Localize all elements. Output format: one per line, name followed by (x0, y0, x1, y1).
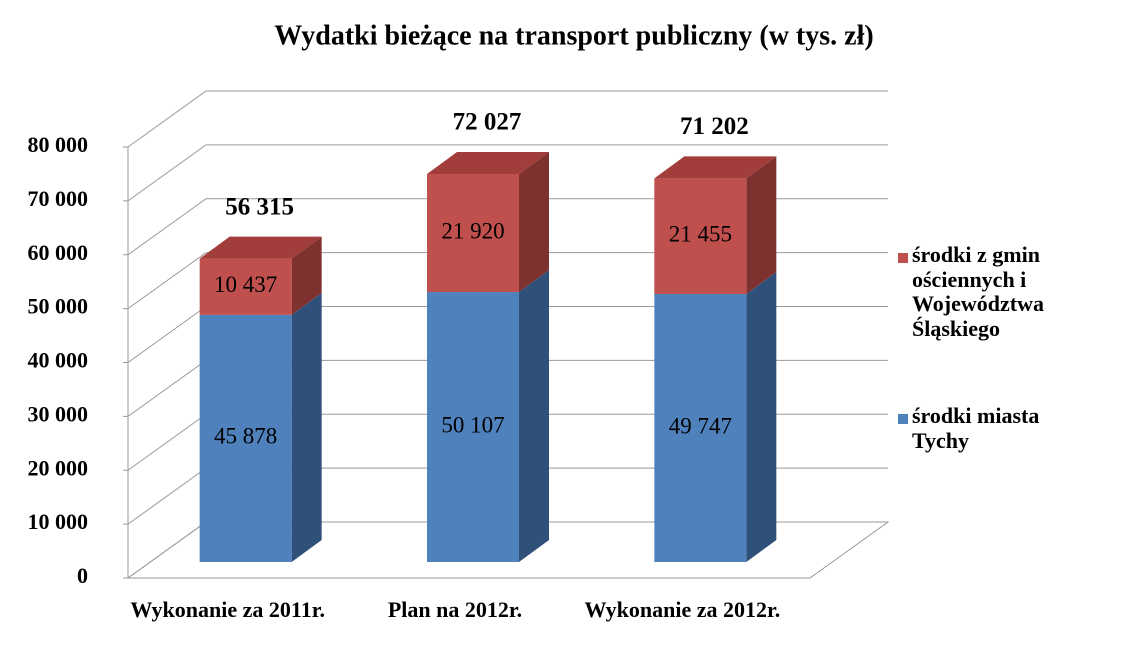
bar-side (519, 151, 549, 293)
value-label: 21 920 (441, 218, 504, 243)
legend-label: środki miasta Tychy (912, 403, 1040, 453)
bar (199, 258, 292, 315)
value-label: 21 455 (669, 221, 732, 246)
y-tick-label: 60 000 (28, 240, 89, 265)
bar-side (746, 156, 777, 294)
total-label: 71 202 (680, 113, 749, 140)
bar (654, 293, 747, 562)
x-tick-label: Wykonanie za 2011r. (130, 597, 325, 622)
bar (427, 292, 519, 562)
bar (199, 314, 292, 562)
x-tick-label: Wykonanie za 2012r. (584, 597, 781, 622)
bar-top (427, 151, 549, 174)
bar-side (519, 270, 549, 562)
bar-side (291, 292, 322, 562)
y-tick-label: 80 000 (28, 132, 89, 157)
y-tick-label: 0 (77, 563, 88, 588)
grid-line (127, 144, 888, 202)
bar (654, 178, 747, 294)
value-label: 50 107 (441, 412, 504, 437)
y-tick-label: 10 000 (28, 509, 89, 534)
bar-top (654, 156, 777, 179)
chart-title: Wydatki bieżące na transport publiczny (… (274, 20, 873, 51)
y-tick-label: 70 000 (28, 186, 89, 211)
bar-top (199, 236, 322, 259)
total-label: 56 315 (225, 193, 294, 220)
y-tick-label: 50 000 (28, 294, 89, 319)
value-label: 10 437 (214, 272, 277, 297)
value-label: 45 878 (214, 424, 277, 449)
value-label: 49 747 (669, 413, 732, 438)
bar (427, 173, 519, 293)
legend-swatch (898, 253, 908, 263)
bar-side (746, 271, 777, 562)
y-tick-label: 40 000 (28, 348, 89, 373)
total-label: 72 027 (453, 109, 522, 136)
legend-label: środki z gmin ościennych i Województwa Ś… (912, 242, 1044, 341)
legend-swatch (898, 414, 908, 424)
y-tick-label: 30 000 (28, 401, 89, 426)
x-tick-label: Plan na 2012r. (387, 597, 523, 622)
bar-side (291, 236, 322, 315)
grid-line (127, 90, 888, 148)
y-tick-label: 20 000 (28, 455, 89, 480)
